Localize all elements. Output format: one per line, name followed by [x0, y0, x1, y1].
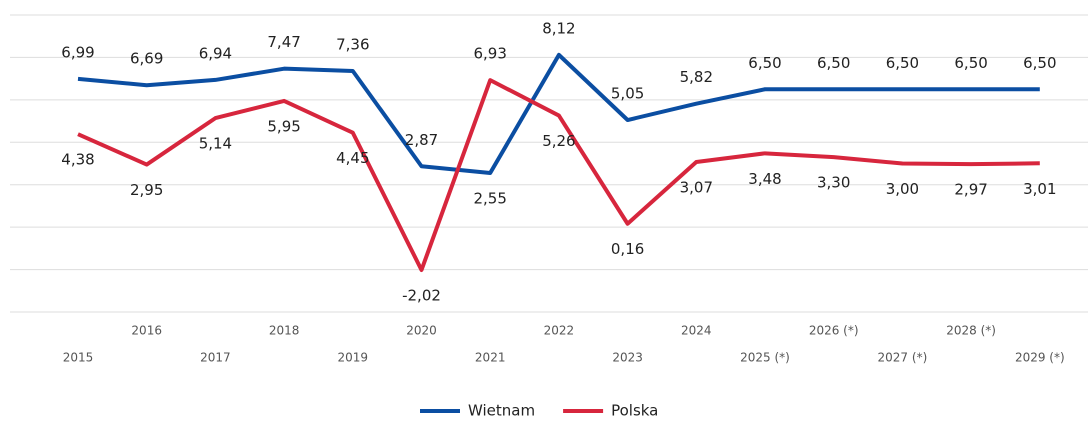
data-label: 6,50: [886, 54, 919, 72]
data-label: 3,30: [817, 174, 850, 192]
data-label: 3,07: [680, 179, 713, 197]
data-label: -2,02: [402, 286, 441, 304]
data-label: 6,50: [817, 54, 850, 72]
data-label: 6,94: [199, 44, 232, 62]
x-tick-label: 2017: [200, 351, 231, 365]
x-tick-label: 2023: [612, 351, 643, 365]
x-tick-label: 2019: [338, 351, 369, 365]
x-tick-label: 2027 (*): [878, 351, 928, 365]
line: [77, 52, 1040, 176]
data-label: 6,50: [748, 54, 781, 72]
data-label: 3,00: [886, 180, 919, 198]
data-label: 5,05: [611, 85, 644, 103]
data-label: 2,87: [405, 131, 438, 149]
data-label: 6,50: [1023, 54, 1056, 72]
x-tick-label: 2028 (*): [946, 324, 996, 338]
legend-label: Wietnam: [468, 402, 535, 420]
data-label: 0,16: [611, 240, 644, 258]
data-label: 6,99: [61, 43, 94, 61]
data-label: 4,45: [336, 149, 369, 167]
data-label: 3,01: [1023, 180, 1056, 198]
data-label: 3,48: [748, 170, 781, 188]
x-tick-label: 2024: [681, 324, 712, 338]
x-tick-label: 2026 (*): [809, 324, 859, 338]
x-tick-label: 2018: [269, 324, 300, 338]
x-tick-label: 2016: [131, 324, 162, 338]
legend-label: Polska: [611, 402, 658, 420]
data-label: 2,95: [130, 181, 163, 199]
x-tick-label: 2025 (*): [740, 351, 790, 365]
data-label: 5,14: [199, 135, 232, 153]
data-label: 8,12: [542, 19, 575, 37]
x-tick-label: 2020: [406, 324, 437, 338]
data-label: 2,97: [954, 181, 987, 199]
data-label: 2,55: [473, 190, 506, 208]
x-tick-label: 2015: [63, 351, 94, 365]
data-label: 5,95: [267, 117, 300, 135]
data-label: 5,82: [680, 68, 713, 86]
data-label: 6,50: [954, 54, 987, 72]
data-label: 6,93: [473, 45, 506, 63]
x-tick-label: 2021: [475, 351, 506, 365]
data-label: 7,36: [336, 36, 369, 54]
x-tick-label: 2029 (*): [1015, 351, 1065, 365]
data-label: 5,26: [542, 132, 575, 150]
data-label: 6,69: [130, 50, 163, 68]
data-label: 7,47: [267, 33, 300, 51]
line: [77, 78, 1040, 272]
data-label: 4,38: [61, 151, 94, 169]
x-tick-label: 2022: [544, 324, 575, 338]
